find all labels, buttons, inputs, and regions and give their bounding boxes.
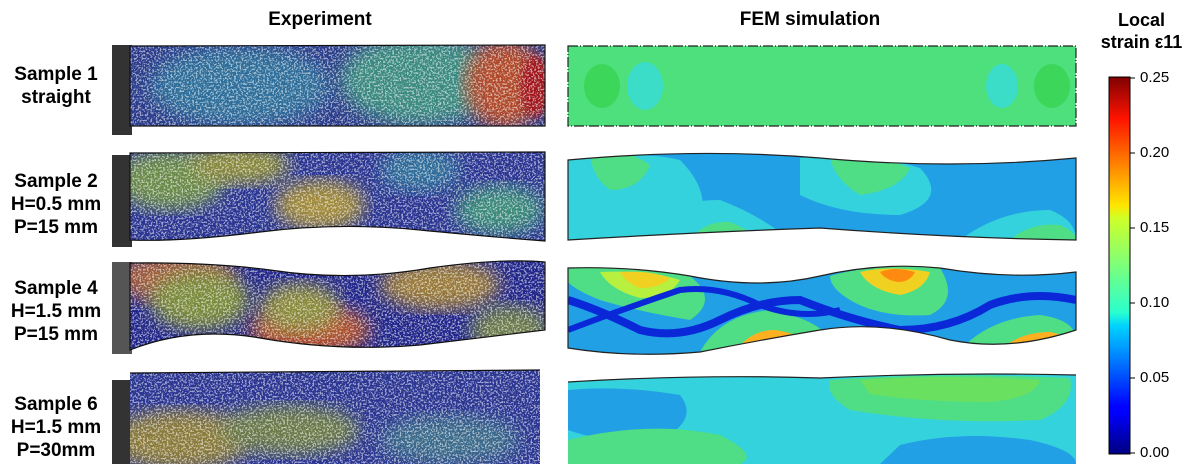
colorbar-title-line1: Local: [1117, 10, 1165, 30]
fem-panel-sample-1: [567, 45, 1077, 127]
colorbar-ticks: [1130, 77, 1135, 454]
row-label-line2: H=1.5 mm: [10, 417, 102, 438]
row-label-line3: P=15 mm: [14, 324, 98, 345]
colorbar-tick-label: 0.05: [1140, 369, 1170, 386]
fem-panel-sample-4: [567, 265, 1077, 355]
row-label-line2: straight: [21, 87, 91, 108]
experiment-panel-sample-6: [112, 369, 541, 464]
experiment-header: Experiment: [268, 9, 372, 30]
row-label-sample-1: Sample 1 straight: [0, 63, 112, 109]
colorbar-tick-label: 0.00: [1140, 444, 1170, 461]
row-label-sample-6: Sample 6 H=1.5 mm P=30mm: [0, 393, 112, 462]
row-label-line2: H=1.5 mm: [10, 301, 102, 322]
colorbar-tick-label: 0.20: [1140, 144, 1170, 161]
row-label-sample-2: Sample 2 H=0.5 mm P=15 mm: [0, 170, 112, 239]
fem-panel-sample-2: [567, 152, 1077, 241]
fem-simulation-header: FEM simulation: [739, 9, 881, 30]
fem-panel-sample-6: [567, 373, 1077, 464]
row-label-line3: P=30mm: [16, 440, 96, 461]
row-label-line1: Sample 4: [14, 278, 98, 299]
colorbar-title-line2: strain ε11: [1100, 32, 1183, 52]
row-label-line1: Sample 2: [14, 171, 98, 192]
colorbar-tick-label: 0.25: [1140, 69, 1170, 86]
colorbar: [1108, 76, 1135, 455]
experiment-panel-sample-1: [112, 44, 546, 135]
row-label-sample-4: Sample 4 H=1.5 mm P=15 mm: [0, 277, 112, 346]
colorbar-tick-label: 0.10: [1140, 294, 1170, 311]
row-label-line3: P=15 mm: [14, 217, 98, 238]
row-label-line1: Sample 1: [14, 64, 98, 85]
experiment-panel-sample-2: [112, 151, 546, 247]
row-label-line2: H=0.5 mm: [10, 194, 102, 215]
row-label-line1: Sample 6: [14, 394, 98, 415]
colorbar-title: Local strain ε11: [1096, 9, 1187, 53]
colorbar-tick-label: 0.15: [1140, 219, 1170, 236]
experiment-panel-sample-4: [112, 260, 546, 354]
